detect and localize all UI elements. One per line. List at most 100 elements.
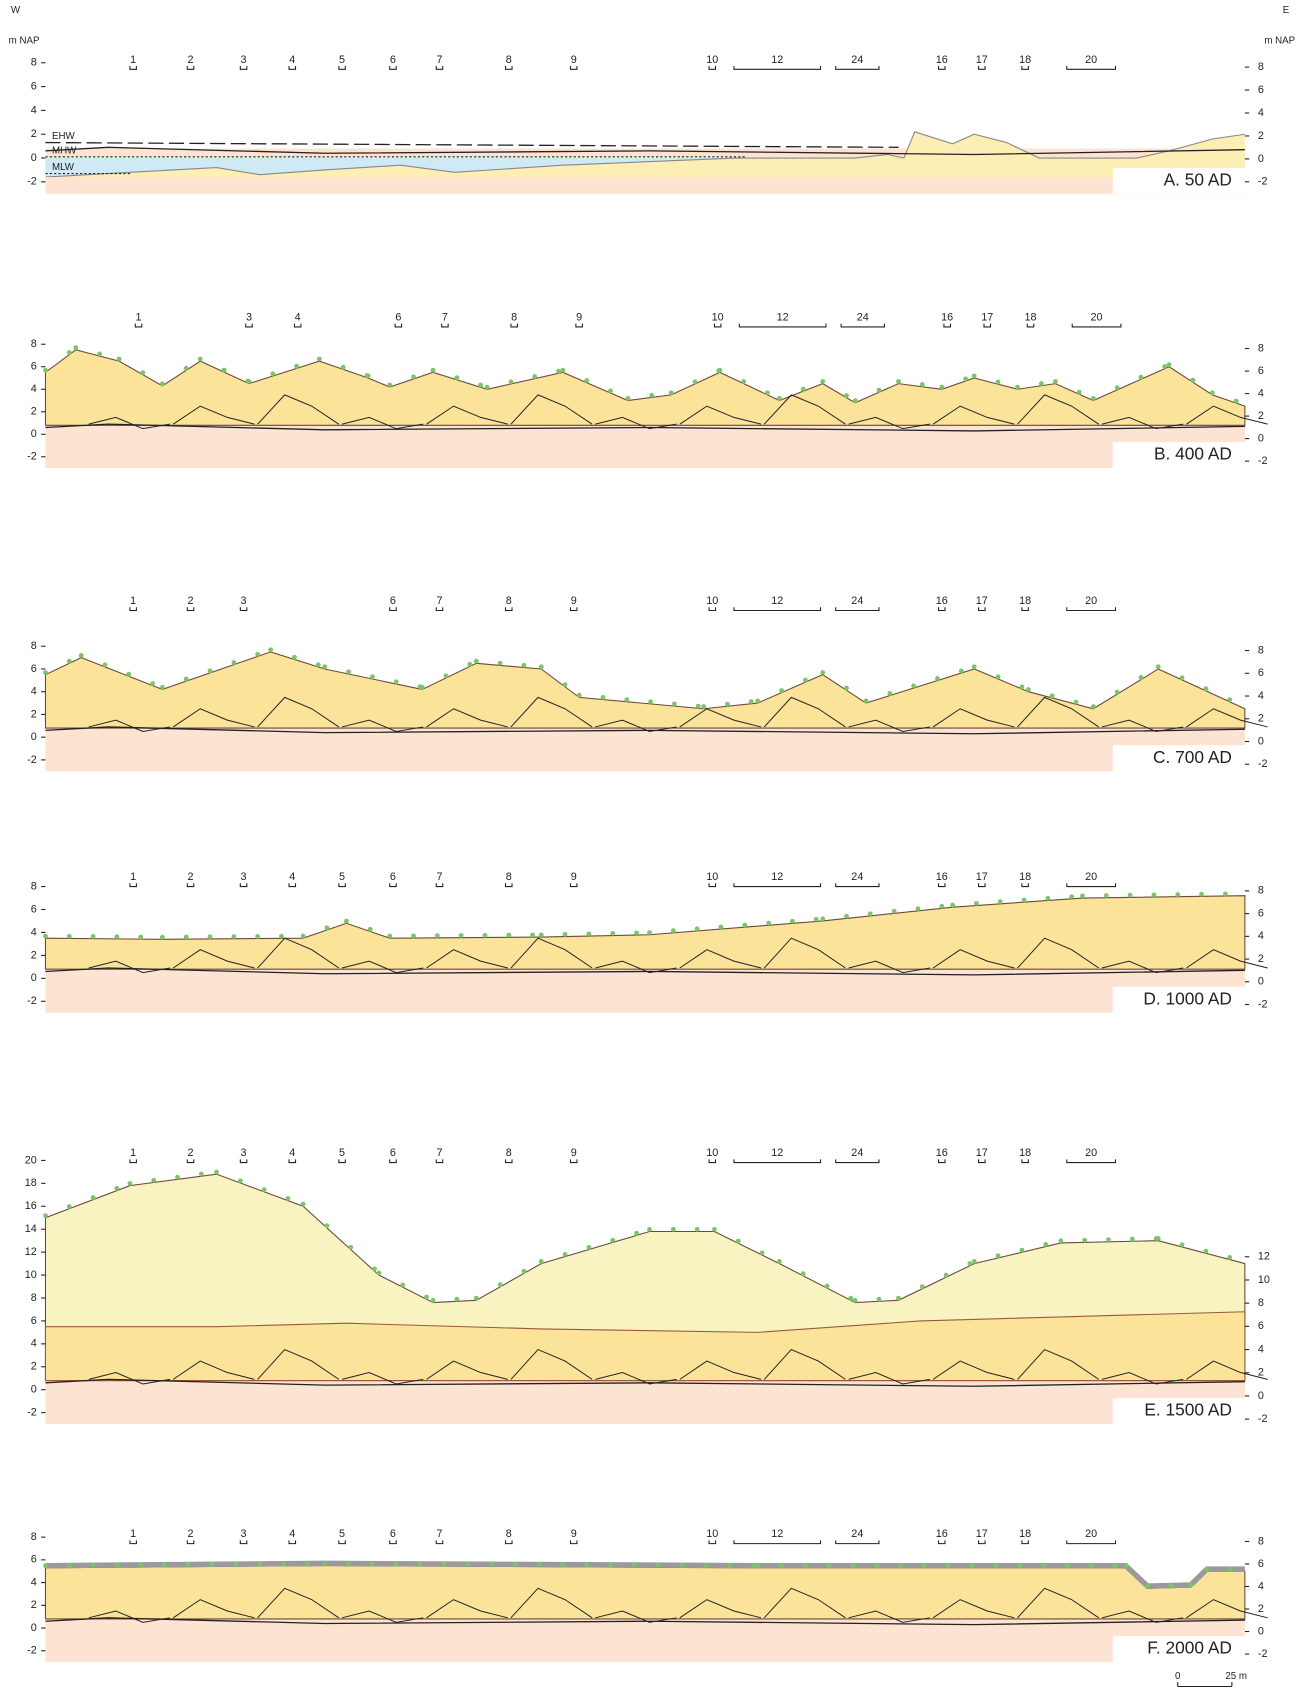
vegetation xyxy=(634,1231,639,1236)
vegetation xyxy=(625,396,630,401)
section-bracket xyxy=(1067,1540,1116,1543)
left-unit: m NAP xyxy=(9,35,40,46)
vegetation xyxy=(394,679,399,684)
vegetation xyxy=(749,699,754,704)
vegetation xyxy=(424,1295,429,1300)
section-number: 24 xyxy=(851,54,863,66)
vegetation xyxy=(67,934,72,939)
vegetation xyxy=(561,1562,566,1567)
section-number: 7 xyxy=(436,595,442,607)
section-bracket xyxy=(1027,324,1033,327)
vegetation xyxy=(972,664,977,669)
right-tick-label: -2 xyxy=(1258,455,1268,467)
vegetation xyxy=(994,1563,999,1568)
section-bracket xyxy=(739,324,826,327)
sand xyxy=(45,350,1244,425)
vegetation xyxy=(1065,1563,1070,1568)
right-tick-label: -2 xyxy=(1258,1648,1268,1660)
vegetation xyxy=(1080,893,1085,898)
left-tick-label: 8 xyxy=(31,1531,37,1543)
vegetation xyxy=(1128,893,1133,898)
section-number: 9 xyxy=(571,871,577,883)
vegetation xyxy=(803,678,808,683)
vegetation xyxy=(498,661,503,666)
vegetation xyxy=(963,376,968,381)
vegetation xyxy=(946,1563,951,1568)
vegetation xyxy=(922,1563,927,1568)
vegetation xyxy=(474,659,479,664)
vegetation xyxy=(1041,1563,1046,1568)
left-tick-label: 14 xyxy=(25,1223,37,1235)
vegetation xyxy=(820,670,825,675)
section-bracket xyxy=(506,66,512,69)
vegetation xyxy=(736,1239,741,1244)
vegetation xyxy=(1045,896,1050,901)
section-bracket xyxy=(187,66,193,69)
vegetation xyxy=(1130,1237,1135,1242)
section-number: 17 xyxy=(976,595,988,607)
vegetation xyxy=(656,1563,661,1568)
vegetation xyxy=(1234,399,1239,404)
scale-end: 25 m xyxy=(1225,1671,1247,1682)
section-bracket xyxy=(395,324,401,327)
section-bracket xyxy=(1067,66,1116,69)
right-tick-label: 2 xyxy=(1258,130,1264,142)
vegetation xyxy=(693,379,698,384)
vegetation xyxy=(418,1561,423,1566)
vegetation xyxy=(370,674,375,679)
right-tick-label: 2 xyxy=(1258,410,1264,422)
vegetation xyxy=(851,1563,856,1568)
vegetation xyxy=(387,934,392,939)
section-number: 16 xyxy=(936,54,948,66)
vegetation xyxy=(539,1259,544,1264)
vegetation xyxy=(539,664,544,669)
vegetation xyxy=(478,383,483,388)
right-tick-label: 4 xyxy=(1258,1343,1264,1355)
vegetation xyxy=(222,368,227,373)
vegetation xyxy=(1104,893,1109,898)
section-bracket xyxy=(289,66,295,69)
vegetation xyxy=(103,662,108,667)
section-number: 12 xyxy=(771,1528,783,1540)
section-number: 24 xyxy=(851,1147,863,1159)
left-tick-label: 8 xyxy=(31,57,37,69)
section-number: 1 xyxy=(130,54,136,66)
section-bracket xyxy=(1022,1540,1028,1543)
section-number: 18 xyxy=(1025,311,1037,323)
section-bracket xyxy=(240,1540,246,1543)
section-number: 5 xyxy=(339,871,345,883)
vegetation xyxy=(344,919,349,924)
vegetation xyxy=(346,1561,351,1566)
section-bracket xyxy=(339,1540,345,1543)
vegetation xyxy=(91,934,96,939)
vegetation xyxy=(341,365,346,370)
vegetation xyxy=(1227,697,1232,702)
right-tick-label: 2 xyxy=(1258,1603,1264,1615)
section-bracket xyxy=(709,1159,715,1162)
vegetation xyxy=(647,1227,652,1232)
right-tick-label: 8 xyxy=(1258,342,1264,354)
left-tick-label: 4 xyxy=(31,1576,37,1588)
right-tick-label: 6 xyxy=(1258,84,1264,96)
vegetation xyxy=(974,901,979,906)
section-bracket xyxy=(240,607,246,610)
vegetation xyxy=(1026,687,1031,692)
east-label: E xyxy=(1283,5,1290,16)
vegetation xyxy=(935,676,940,681)
section-number: 4 xyxy=(289,871,295,883)
section-bracket xyxy=(979,1159,985,1162)
left-tick-label: 20 xyxy=(25,1154,37,1166)
section-bracket xyxy=(339,66,345,69)
section-bracket xyxy=(240,66,246,69)
substrate xyxy=(45,425,1244,468)
vegetation xyxy=(255,652,260,657)
left-tick-label: 6 xyxy=(31,1315,37,1327)
vegetation xyxy=(322,1561,327,1566)
vegetation xyxy=(279,934,284,939)
vegetation xyxy=(610,1238,615,1243)
vegetation xyxy=(1169,1583,1174,1588)
vegetation xyxy=(208,934,213,939)
vegetation xyxy=(530,933,535,938)
section-bracket xyxy=(1072,324,1121,327)
vegetation xyxy=(1227,1255,1232,1260)
